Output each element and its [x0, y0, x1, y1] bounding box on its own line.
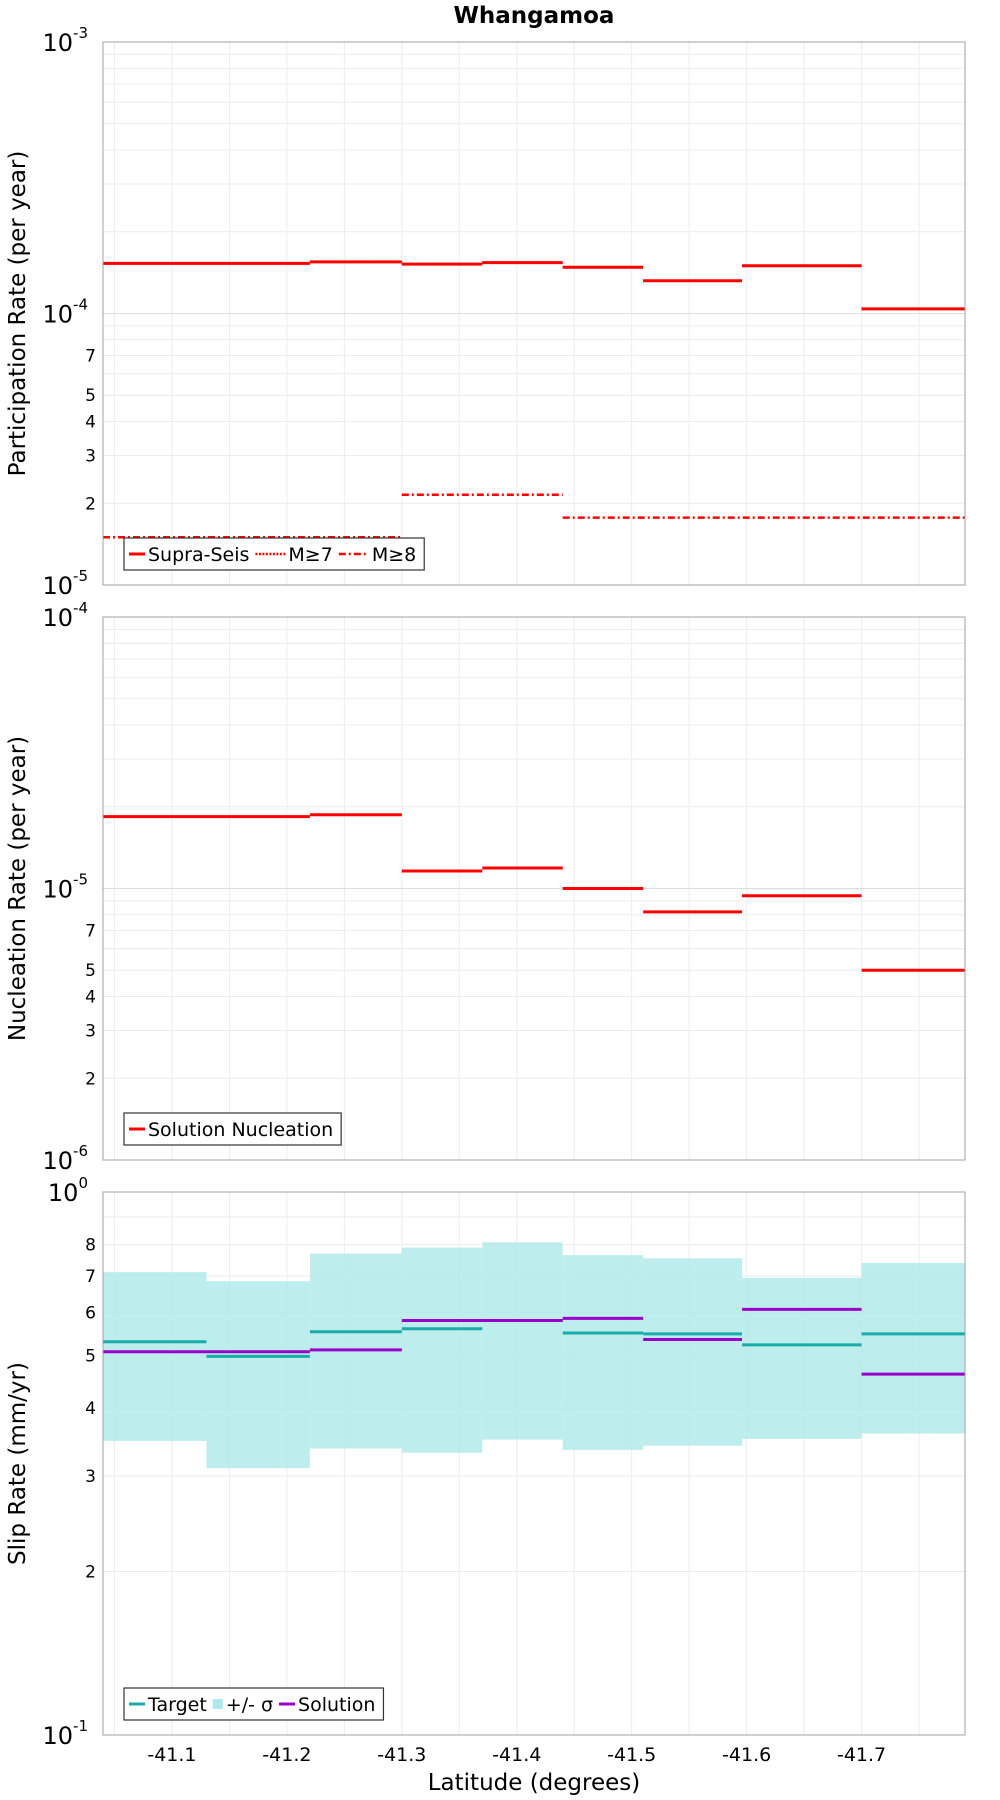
- sigma-band-segment: [103, 1272, 207, 1441]
- y-tick-label-major: 10-1: [42, 1717, 88, 1750]
- y-tick-label-minor: 2: [85, 1563, 96, 1583]
- y-tick-label-minor: 3: [85, 1021, 96, 1041]
- legend-entry-label: M≥7: [288, 544, 332, 566]
- legend-entry-label: Target: [147, 1694, 207, 1716]
- legend-entry-label: +/- σ: [226, 1694, 273, 1716]
- y-tick-label-minor: 6: [85, 1303, 96, 1323]
- y-axis-label: Participation Rate (per year): [5, 151, 31, 477]
- plot-frame: [102, 1191, 966, 1736]
- y-tick-label-major: 10-3: [42, 24, 88, 57]
- y-axis-label: Nucleation Rate (per year): [5, 736, 31, 1041]
- x-axis-label: Latitude (degrees): [428, 1770, 641, 1796]
- y-tick-label-minor: 2: [85, 494, 96, 514]
- y-axis-label: Slip Rate (mm/yr): [5, 1362, 31, 1565]
- y-tick-label-minor: 5: [85, 961, 96, 981]
- x-tick-label: -41.2: [262, 1744, 311, 1766]
- y-tick-label-minor: 7: [85, 1267, 96, 1287]
- x-tick-label: -41.1: [147, 1744, 196, 1766]
- legend-entry-label: Solution Nucleation: [148, 1119, 333, 1141]
- x-tick-label: -41.5: [607, 1744, 656, 1766]
- y-tick-label-major: 100: [48, 1174, 88, 1207]
- sigma-band-segment: [643, 1258, 743, 1446]
- sigma-band-segment: [401, 1247, 483, 1453]
- y-tick-label-minor: 4: [85, 1399, 96, 1419]
- y-tick-label-minor: 7: [85, 922, 96, 942]
- gridlines: [103, 42, 965, 586]
- y-tick-label-major: 10-5: [42, 567, 88, 600]
- sigma-band-segment: [742, 1277, 862, 1439]
- y-tick-label-major: 10-4: [42, 599, 88, 632]
- chart-panel-3: 100 10-1 2 3 4 5 6 7 8 Slip Rate (mm/yr) -41.1 -41.…: [5, 1174, 966, 1766]
- y-tick-label-minor: 3: [85, 446, 96, 466]
- y-tick-label-minor: 7: [85, 347, 96, 367]
- legend-entry-label: Solution: [298, 1694, 375, 1716]
- sigma-band-segment: [562, 1255, 644, 1450]
- legend-entry-label: Supra-Seis: [148, 544, 249, 566]
- y-tick-label-minor: 5: [85, 386, 96, 406]
- y-tick-label-minor: 2: [85, 1069, 96, 1089]
- x-tick-label: -41.6: [722, 1744, 771, 1766]
- chart-panel-2: 10-4 10-5 10-6 2 3 4 5 7 Nucleation Rate (per ye…: [5, 599, 966, 1175]
- sigma-band-segment: [482, 1242, 563, 1440]
- legend-box: [123, 1112, 342, 1146]
- x-tick-label: -41.4: [492, 1744, 541, 1766]
- x-tick-label: -41.3: [377, 1744, 426, 1766]
- legend-box: [123, 1687, 385, 1721]
- chart-title: Whangamoa: [454, 3, 615, 29]
- legend: Supra-Seis M≥7 M≥8: [123, 537, 425, 571]
- y-tick-label-major: 10-6: [42, 1142, 88, 1175]
- chart-panel-1: 10-3 10-4 10-5 2 3 4 5 7 Participation Rate (per…: [5, 24, 966, 600]
- plot-frame: [102, 41, 966, 586]
- plot-frame: [102, 616, 966, 1161]
- y-tick-label-minor: 3: [85, 1467, 96, 1487]
- gridlines: [103, 617, 965, 1161]
- y-tick-label-major: 10-5: [42, 871, 88, 904]
- x-tick-label: -41.7: [837, 1744, 886, 1766]
- y-tick-label-minor: 5: [85, 1346, 96, 1366]
- legend: Target +/- σ Solution: [123, 1687, 385, 1721]
- y-tick-label-minor: 4: [85, 988, 96, 1008]
- legend-swatch: [212, 1699, 223, 1709]
- legend-entry-label: M≥8: [372, 544, 416, 566]
- y-tick-label-minor: 8: [85, 1236, 96, 1256]
- y-tick-label-minor: 4: [85, 413, 96, 433]
- legend: Solution Nucleation: [123, 1112, 342, 1146]
- sigma-band-segment: [206, 1281, 310, 1469]
- sigma-band-segment: [861, 1263, 965, 1434]
- y-tick-label-major: 10-4: [42, 296, 88, 329]
